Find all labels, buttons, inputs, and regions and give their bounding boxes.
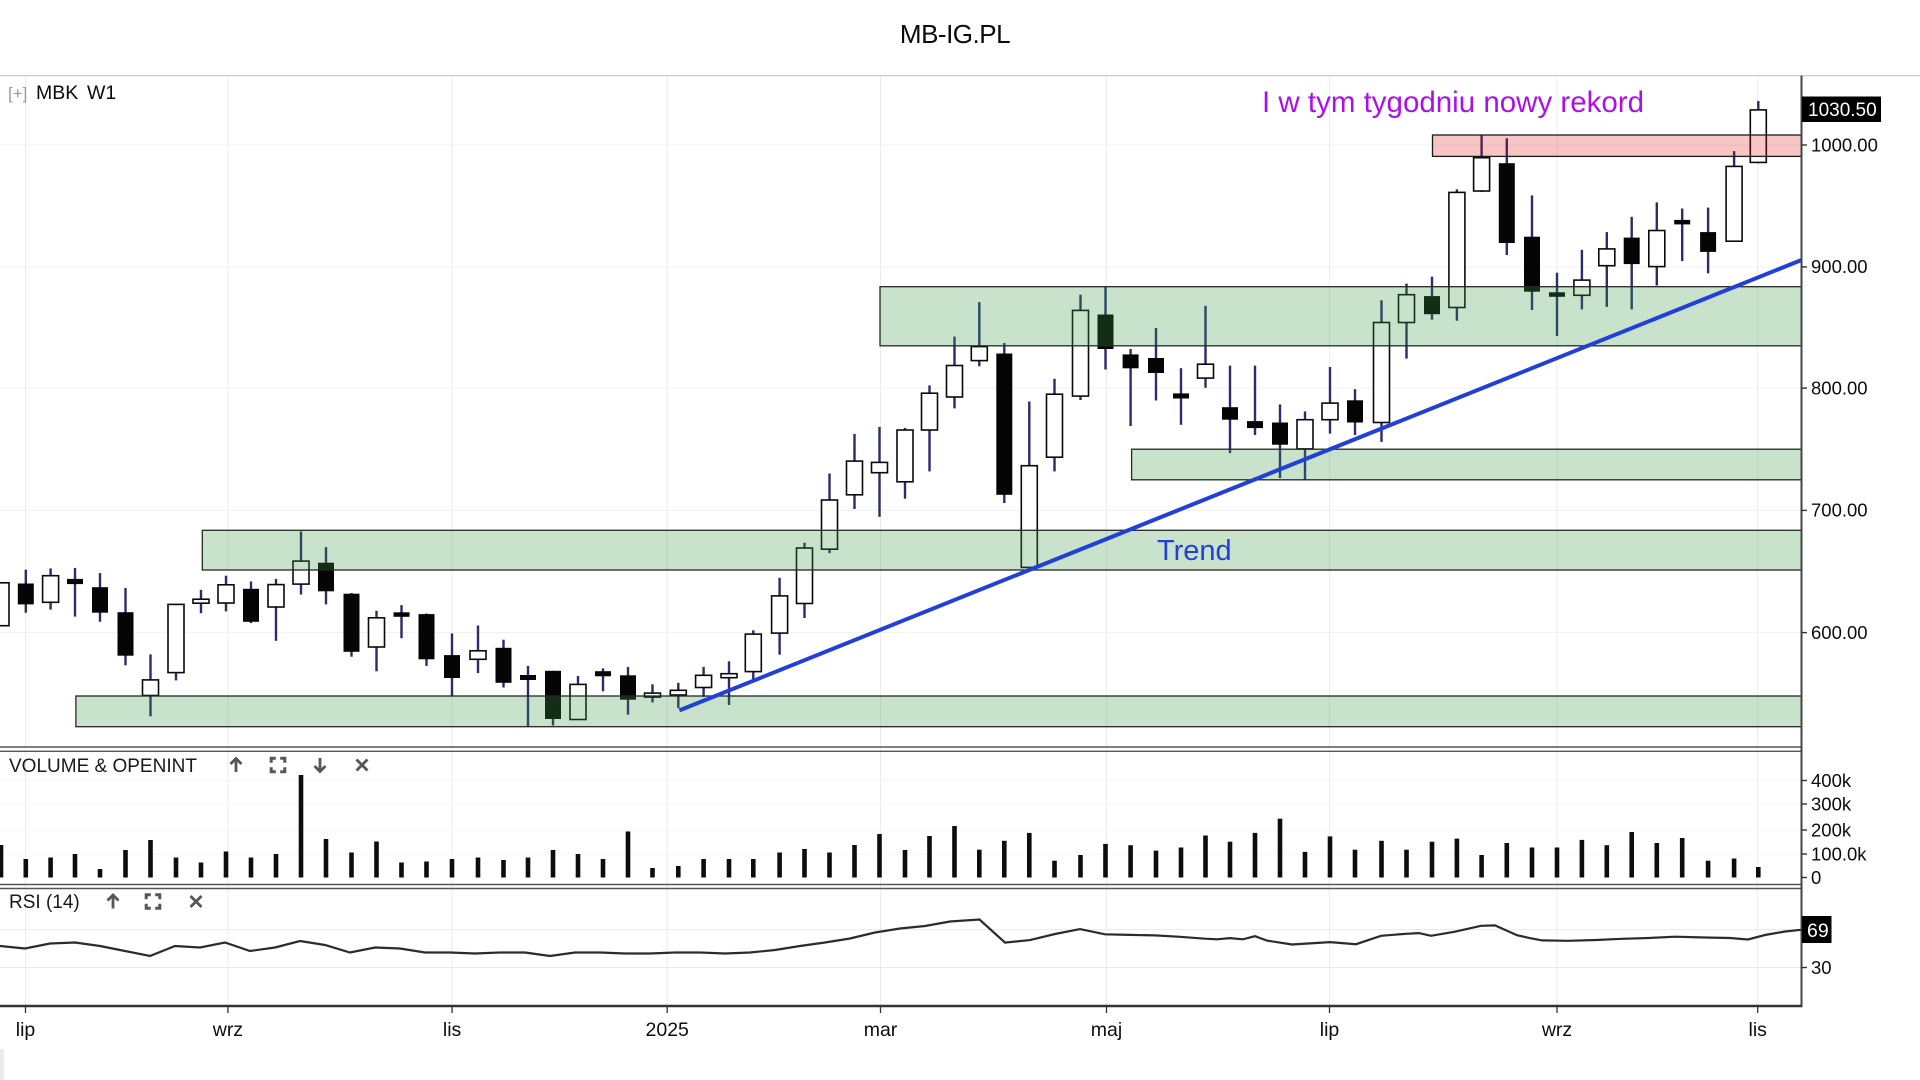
svg-text:400k: 400k xyxy=(1811,770,1852,791)
svg-text:[+]: [+] xyxy=(8,84,27,103)
svg-text:1000.00: 1000.00 xyxy=(1811,134,1878,155)
svg-text:MB-IG.PL: MB-IG.PL xyxy=(900,19,1010,49)
svg-text:mar: mar xyxy=(864,1019,898,1041)
svg-text:30: 30 xyxy=(1811,957,1832,978)
svg-text:700.00: 700.00 xyxy=(1811,500,1868,521)
svg-text:VOLUME & OPENINT: VOLUME & OPENINT xyxy=(9,756,197,777)
svg-text:100.0k: 100.0k xyxy=(1811,843,1867,864)
svg-text:maj: maj xyxy=(1091,1019,1122,1041)
svg-text:69: 69 xyxy=(1807,920,1829,942)
svg-text:200k: 200k xyxy=(1811,819,1852,840)
svg-text:W1: W1 xyxy=(87,82,116,104)
svg-text:2025: 2025 xyxy=(646,1019,690,1041)
svg-text:lip: lip xyxy=(16,1019,36,1041)
svg-text:lis: lis xyxy=(443,1019,462,1041)
svg-text:I w tym tygodniu nowy rekord: I w tym tygodniu nowy rekord xyxy=(1262,86,1644,119)
svg-text:wrz: wrz xyxy=(1541,1019,1572,1041)
svg-text:800.00: 800.00 xyxy=(1811,377,1868,398)
svg-text:Trend: Trend xyxy=(1157,535,1232,567)
svg-text:MBK: MBK xyxy=(36,82,78,104)
svg-text:1030.50: 1030.50 xyxy=(1808,100,1877,121)
svg-text:600.00: 600.00 xyxy=(1811,622,1868,643)
svg-text:lip: lip xyxy=(1320,1019,1340,1041)
svg-text:lis: lis xyxy=(1748,1019,1767,1041)
svg-text:0: 0 xyxy=(1811,867,1821,888)
svg-text:300k: 300k xyxy=(1811,793,1852,814)
svg-text:900.00: 900.00 xyxy=(1811,256,1868,277)
svg-text:RSI (14): RSI (14) xyxy=(9,892,80,913)
svg-text:wrz: wrz xyxy=(212,1019,243,1041)
